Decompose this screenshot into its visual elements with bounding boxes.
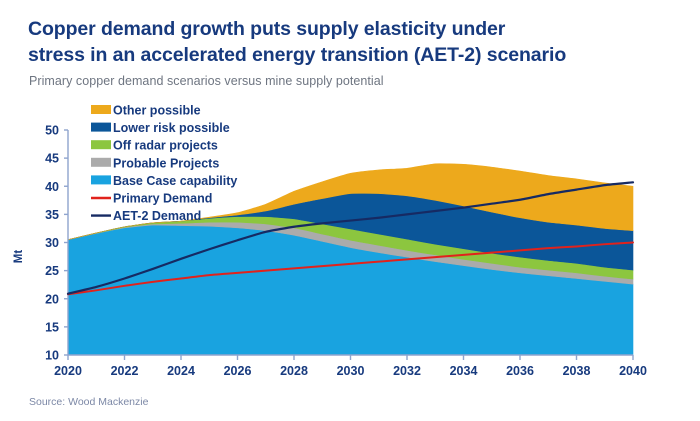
- area-chart: 10 15 20 25 30 35 40 45 50 2020 2022 2024 2026 2028 20…: [13, 104, 647, 379]
- legend-swatch-icon: [91, 105, 111, 114]
- area-other-possible: [67, 163, 634, 240]
- y-tick-label: 45: [45, 152, 59, 166]
- legend-item-lower-risk-possible[interactable]: Lower risk possible: [91, 121, 230, 135]
- x-tick-label: 2030: [337, 364, 365, 378]
- legend-swatch-icon: [91, 140, 111, 150]
- legend-swatch-icon: [91, 175, 111, 185]
- source-note: Source: Wood Mackenzie: [29, 396, 149, 408]
- y-tick-label: 35: [45, 208, 59, 222]
- x-tick-label: 2028: [280, 364, 308, 378]
- x-tick-label: 2022: [111, 364, 139, 378]
- y-tick-label: 25: [45, 264, 59, 278]
- x-tick-label: 2032: [393, 364, 421, 378]
- chart-legend: Other possible Lower risk possible Off rad…: [91, 104, 237, 223]
- y-tick-label: 30: [45, 236, 59, 250]
- y-tick-label: 10: [45, 349, 59, 363]
- y-tick-label: 40: [45, 180, 59, 194]
- y-tick-label: 20: [45, 292, 59, 306]
- x-tick-label: 2024: [167, 364, 195, 378]
- x-tick-label: 2040: [619, 364, 647, 378]
- legend-item-base-case-capability[interactable]: Base Case capability: [91, 174, 237, 188]
- x-tick-label: 2026: [224, 364, 252, 378]
- x-tick-label: 2034: [450, 364, 478, 378]
- legend-item-aet-2-demand[interactable]: AET-2 Demand: [91, 209, 201, 223]
- legend-label: Lower risk possible: [113, 121, 230, 135]
- line-aet-2-demand: [66, 181, 635, 295]
- legend-item-off-radar-projects[interactable]: Off radar projects: [91, 139, 218, 153]
- chart-subtitle: Primary copper demand scenarios versus m…: [29, 74, 384, 88]
- legend-label: Primary Demand: [113, 192, 212, 206]
- legend-label: Probable Projects: [113, 156, 219, 170]
- legend-swatch-icon: [91, 157, 111, 167]
- title-line-2: stress in an accelerated energy transiti…: [28, 44, 567, 66]
- legend-item-primary-demand[interactable]: Primary Demand: [91, 192, 212, 206]
- x-tick-label: 2020: [54, 364, 82, 378]
- y-tick-label: 15: [45, 320, 59, 334]
- y-axis-title: Mt: [13, 250, 25, 264]
- legend-label: Base Case capability: [113, 174, 237, 188]
- y-tick-label: 50: [45, 124, 59, 138]
- x-tick-label: 2036: [506, 364, 534, 378]
- legend-label: Other possible: [113, 104, 201, 118]
- legend-item-other-possible[interactable]: Other possible: [91, 104, 201, 118]
- plot-area: 10 15 20 25 30 35 40 45 50 2020 2022 2024 2026 2028 20…: [0, 92, 700, 382]
- title-line-1: Copper demand growth puts supply elastic…: [28, 18, 506, 40]
- line-primary-demand: [67, 241, 634, 296]
- legend-label: Off radar projects: [113, 139, 218, 153]
- page-title: Copper demand growth puts supply elastic…: [28, 16, 668, 68]
- legend-label: AET-2 Demand: [113, 209, 201, 223]
- legend-swatch-icon: [91, 122, 111, 132]
- legend-item-probable-projects[interactable]: Probable Projects: [91, 156, 219, 170]
- x-tick-label: 2038: [563, 364, 591, 378]
